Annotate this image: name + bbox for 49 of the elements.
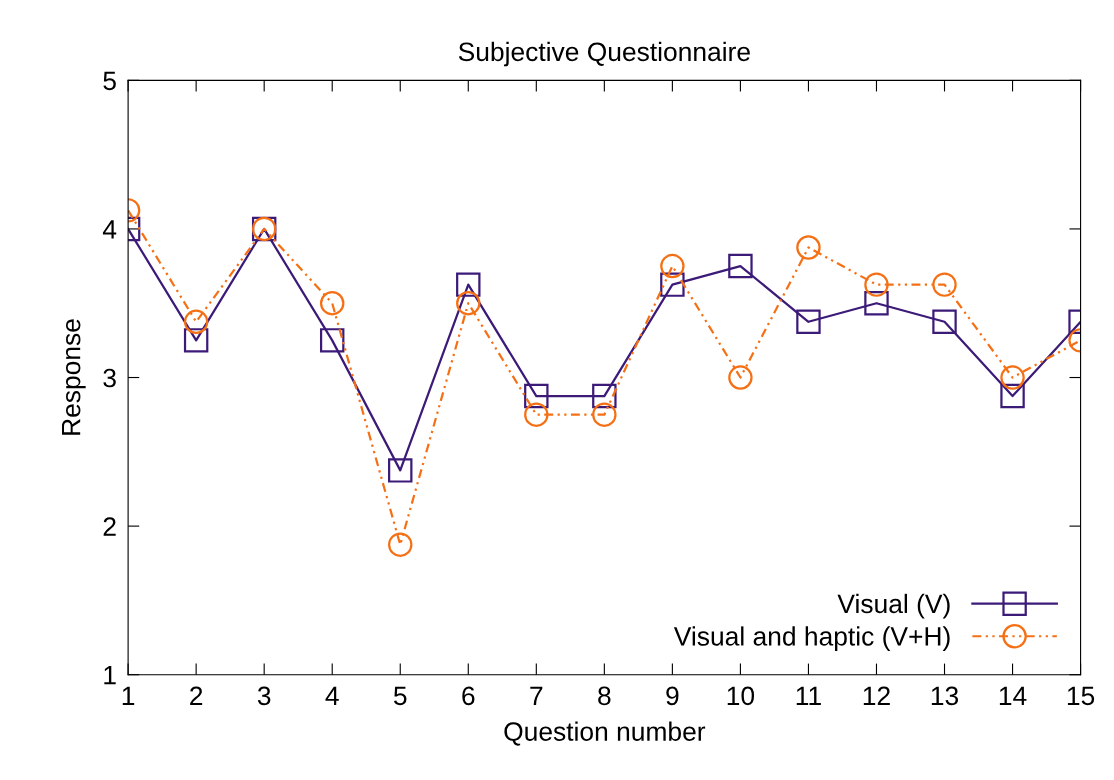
point	[932, 272, 957, 297]
y-tick-label: 5	[103, 71, 116, 91]
point	[183, 309, 209, 335]
point	[592, 383, 617, 409]
point	[456, 272, 481, 297]
point	[660, 272, 685, 297]
x-tick-label: 12	[863, 686, 890, 705]
y-tick-label: 1	[104, 666, 116, 685]
x-tick-label: 1	[122, 686, 135, 705]
point	[183, 328, 209, 353]
y-axis-title: Response	[62, 319, 86, 435]
x-tick-label: 4	[325, 686, 339, 705]
point	[796, 309, 821, 335]
point	[456, 291, 481, 316]
point	[524, 383, 549, 409]
point	[1000, 365, 1025, 390]
point	[524, 402, 549, 427]
point	[592, 402, 617, 427]
x-tick-label: 13	[931, 686, 959, 706]
x-tick-label: 5	[393, 686, 407, 706]
point	[388, 458, 413, 483]
y-tick-label: 2	[103, 517, 116, 536]
point	[728, 365, 753, 390]
point	[728, 253, 753, 279]
x-tick-label: 6	[462, 686, 475, 706]
point	[319, 291, 345, 316]
x-axis-title: Question number	[504, 721, 706, 746]
x-tick-label: 2	[190, 686, 203, 705]
point	[796, 235, 821, 260]
x-tick-label: 9	[666, 686, 679, 706]
x-tick-label: 15	[1067, 686, 1095, 706]
point	[388, 532, 413, 557]
point	[319, 328, 345, 353]
point	[864, 272, 889, 297]
x-tick-label: 3	[257, 686, 271, 706]
legend-label: Visual (V)	[837, 593, 950, 619]
y-tick-label: 4	[102, 220, 117, 239]
point	[1000, 383, 1025, 409]
x-tick-label: 14	[999, 686, 1027, 705]
x-tick-label: 11	[796, 686, 821, 705]
x-tick-label: 7	[530, 686, 543, 705]
legend-label: Visual and haptic (V+H)	[673, 626, 950, 651]
point	[660, 253, 685, 279]
point	[932, 309, 957, 335]
x-tick-label: 10	[727, 686, 755, 706]
y-tick-label: 3	[103, 368, 116, 388]
point	[864, 291, 889, 316]
x-tick-label: 8	[598, 686, 611, 706]
chart-title: Subjective Questionnaire	[458, 41, 750, 67]
